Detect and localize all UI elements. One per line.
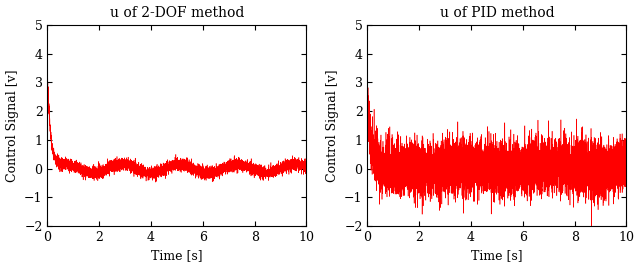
X-axis label: Time [s]: Time [s]	[471, 250, 523, 262]
Title: u of PID method: u of PID method	[440, 6, 554, 20]
Title: u of 2-DOF method: u of 2-DOF method	[110, 6, 244, 20]
Y-axis label: Control Signal [v]: Control Signal [v]	[326, 69, 339, 182]
X-axis label: Time [s]: Time [s]	[151, 250, 203, 262]
Y-axis label: Control Signal [v]: Control Signal [v]	[6, 69, 19, 182]
